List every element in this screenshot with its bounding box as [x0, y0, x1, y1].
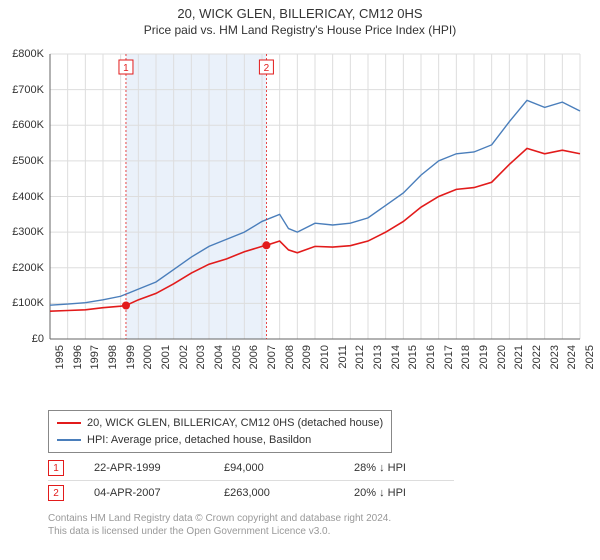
x-tick-label: 2017: [443, 345, 455, 369]
y-tick-label: £300K: [0, 226, 44, 238]
x-tick-label: 2021: [513, 345, 525, 369]
y-tick-label: £400K: [0, 191, 44, 203]
x-tick-label: 2015: [407, 345, 419, 369]
svg-text:2: 2: [264, 63, 270, 74]
x-tick-label: 2024: [566, 345, 578, 369]
footer-line2: This data is licensed under the Open Gov…: [48, 525, 391, 538]
marker-price: £263,000: [224, 487, 324, 499]
x-tick-label: 2020: [496, 345, 508, 369]
marker-badge: 1: [48, 460, 64, 476]
y-tick-label: £800K: [0, 48, 44, 60]
x-tick-label: 2006: [248, 345, 260, 369]
footer: Contains HM Land Registry data © Crown c…: [48, 512, 391, 538]
y-tick-label: £600K: [0, 119, 44, 131]
chart-container: 20, WICK GLEN, BILLERICAY, CM12 0HS Pric…: [0, 0, 600, 560]
table-row: 1 22-APR-1999 £94,000 28% ↓ HPI: [48, 456, 454, 481]
x-tick-label: 2023: [549, 345, 561, 369]
x-tick-label: 2001: [160, 345, 172, 369]
table-row: 2 04-APR-2007 £263,000 20% ↓ HPI: [48, 481, 454, 505]
marker-date: 04-APR-2007: [94, 487, 194, 499]
x-tick-label: 1996: [72, 345, 84, 369]
x-tick-label: 1995: [54, 345, 66, 369]
x-tick-label: 2011: [337, 345, 349, 369]
x-tick-label: 2022: [531, 345, 543, 369]
legend-row: 20, WICK GLEN, BILLERICAY, CM12 0HS (det…: [57, 415, 383, 432]
x-tick-label: 2016: [425, 345, 437, 369]
y-tick-label: £700K: [0, 84, 44, 96]
x-tick-label: 2010: [319, 345, 331, 369]
x-tick-label: 1998: [107, 345, 119, 369]
legend-label: 20, WICK GLEN, BILLERICAY, CM12 0HS (det…: [87, 415, 383, 432]
legend-label: HPI: Average price, detached house, Basi…: [87, 432, 311, 449]
y-tick-label: £100K: [0, 297, 44, 309]
title-address: 20, WICK GLEN, BILLERICAY, CM12 0HS: [0, 6, 600, 21]
x-tick-label: 2009: [301, 345, 313, 369]
x-tick-label: 2019: [478, 345, 490, 369]
x-tick-label: 2007: [266, 345, 278, 369]
legend-swatch: [57, 439, 81, 441]
marker-date: 22-APR-1999: [94, 462, 194, 474]
x-tick-label: 2012: [354, 345, 366, 369]
marker-table: 1 22-APR-1999 £94,000 28% ↓ HPI 2 04-APR…: [48, 456, 454, 505]
legend: 20, WICK GLEN, BILLERICAY, CM12 0HS (det…: [48, 410, 392, 453]
x-tick-label: 2003: [195, 345, 207, 369]
x-tick-label: 2018: [460, 345, 472, 369]
x-tick-label: 2008: [284, 345, 296, 369]
x-tick-label: 2002: [178, 345, 190, 369]
footer-line1: Contains HM Land Registry data © Crown c…: [48, 512, 391, 525]
marker-delta: 20% ↓ HPI: [354, 487, 454, 499]
y-tick-label: £500K: [0, 155, 44, 167]
marker-price: £94,000: [224, 462, 324, 474]
title-subtitle: Price paid vs. HM Land Registry's House …: [0, 23, 600, 37]
x-tick-label: 1999: [125, 345, 137, 369]
titles: 20, WICK GLEN, BILLERICAY, CM12 0HS Pric…: [0, 0, 600, 37]
marker-delta: 28% ↓ HPI: [354, 462, 454, 474]
x-tick-label: 2014: [390, 345, 402, 369]
x-tick-label: 2025: [584, 345, 596, 369]
x-tick-label: 1997: [89, 345, 101, 369]
chart: 1 2 £0 £100K £200K £300K £400K £500K £600K £700K…: [0, 44, 600, 404]
x-tick-label: 2004: [213, 345, 225, 369]
x-tick-label: 2000: [142, 345, 154, 369]
legend-swatch: [57, 422, 81, 424]
svg-text:1: 1: [123, 63, 129, 74]
legend-row: HPI: Average price, detached house, Basi…: [57, 432, 383, 449]
x-tick-label: 2013: [372, 345, 384, 369]
y-tick-label: £200K: [0, 262, 44, 274]
marker-badge: 2: [48, 485, 64, 501]
y-tick-label: £0: [0, 333, 44, 345]
x-tick-label: 2005: [231, 345, 243, 369]
